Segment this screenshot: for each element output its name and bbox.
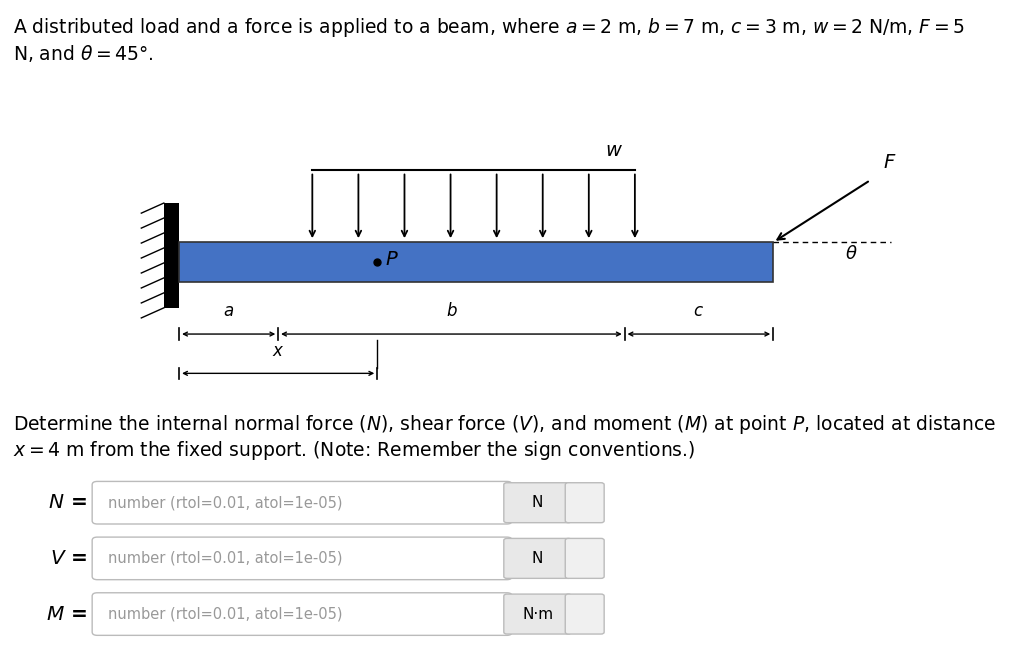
Text: number (rtol=0.01, atol=1e-05): number (rtol=0.01, atol=1e-05) (108, 551, 342, 566)
Text: N: N (531, 551, 544, 566)
Text: $b$: $b$ (445, 302, 458, 320)
FancyBboxPatch shape (504, 538, 571, 578)
Text: $x$: $x$ (272, 343, 285, 360)
Text: $V$ =: $V$ = (49, 549, 87, 568)
Bar (164, 203, 179, 308)
Text: number (rtol=0.01, atol=1e-05): number (rtol=0.01, atol=1e-05) (108, 495, 342, 510)
Text: $P$: $P$ (385, 250, 399, 269)
Text: N, and $\theta = 45°$.: N, and $\theta = 45°$. (13, 43, 154, 64)
FancyBboxPatch shape (504, 483, 571, 523)
Text: $F$: $F$ (883, 153, 896, 172)
Text: $a$: $a$ (223, 302, 234, 320)
FancyBboxPatch shape (92, 537, 512, 580)
Text: $M$ =: $M$ = (46, 605, 87, 624)
FancyBboxPatch shape (565, 483, 604, 523)
Text: $\theta$: $\theta$ (845, 245, 857, 263)
Text: $N$ =: $N$ = (48, 493, 87, 512)
Text: Determine the internal normal force $(N)$, shear force $(V)$, and moment $(M)$ a: Determine the internal normal force $(N)… (13, 413, 996, 436)
Text: $x = 4$ m from the fixed support. (Note: Remember the sign conventions.): $x = 4$ m from the fixed support. (Note:… (13, 439, 695, 462)
Text: A distributed load and a force is applied to a beam, where $a = 2$ m, $b = 7$ m,: A distributed load and a force is applie… (13, 16, 966, 39)
FancyBboxPatch shape (92, 593, 512, 635)
Text: N: N (531, 495, 544, 510)
Text: $w$: $w$ (605, 141, 624, 160)
FancyBboxPatch shape (565, 594, 604, 634)
FancyBboxPatch shape (565, 538, 604, 578)
FancyBboxPatch shape (92, 481, 512, 524)
Text: N·m: N·m (522, 607, 553, 622)
Text: number (rtol=0.01, atol=1e-05): number (rtol=0.01, atol=1e-05) (108, 607, 342, 622)
Bar (179, 242, 773, 282)
Text: $c$: $c$ (693, 302, 705, 320)
FancyBboxPatch shape (504, 594, 571, 634)
